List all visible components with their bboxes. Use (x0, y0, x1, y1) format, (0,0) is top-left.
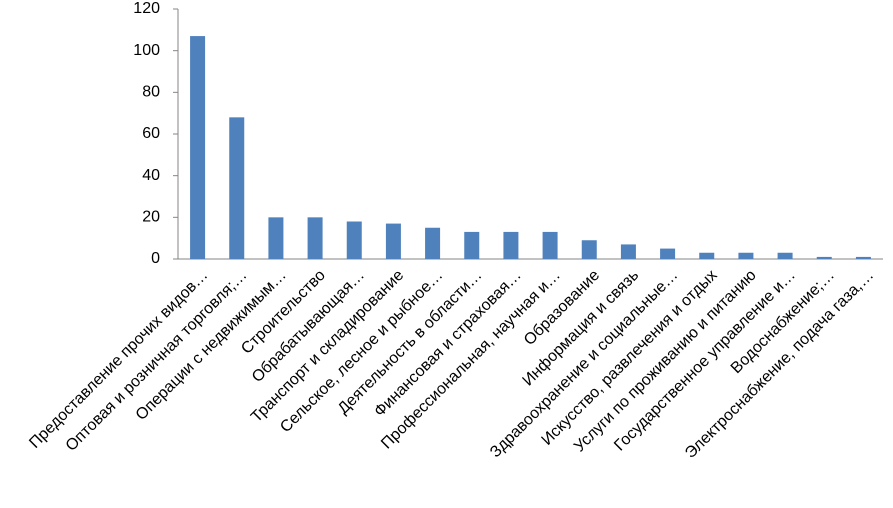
y-tick-label: 100 (133, 42, 160, 59)
bar (464, 231, 480, 259)
y-tick-label: 40 (142, 167, 160, 184)
bar (503, 231, 519, 259)
bar (190, 36, 206, 260)
bar (660, 248, 676, 259)
x-tick-label: Оптовая и розничная торговля;… (63, 267, 251, 455)
bar (346, 221, 362, 259)
y-tick-label: 120 (133, 0, 160, 17)
y-tick-label: 80 (142, 84, 160, 101)
x-tick-label: Предоставление прочих видов… (26, 267, 211, 452)
bar (816, 256, 832, 259)
bar (307, 217, 323, 259)
y-tick-label: 0 (151, 250, 160, 267)
bar (855, 256, 871, 259)
bar (542, 231, 558, 259)
bar (777, 252, 793, 259)
bar (385, 223, 401, 259)
bar (268, 217, 284, 259)
bar (581, 240, 597, 259)
bar (620, 244, 636, 259)
y-tick-label: 20 (142, 209, 160, 226)
bar (229, 117, 245, 259)
bar (738, 252, 754, 259)
y-tick-label: 60 (142, 125, 160, 142)
bar (425, 227, 441, 259)
bar (699, 252, 715, 259)
